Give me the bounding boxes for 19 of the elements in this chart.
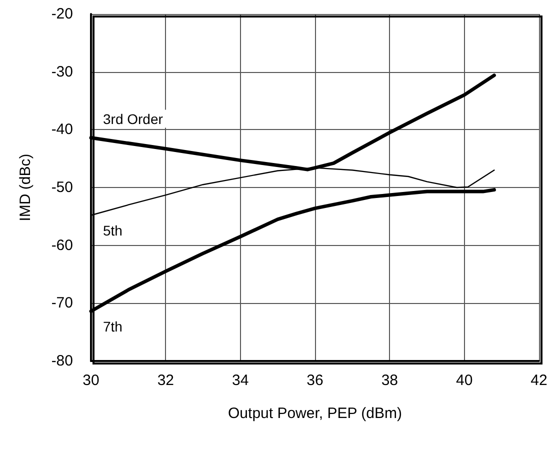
y-tick-label: -50: [51, 179, 73, 196]
series-label: 7th: [103, 318, 122, 334]
x-tick-label: 34: [232, 372, 249, 389]
y-tick-label: -20: [51, 6, 73, 22]
y-tick-label: -40: [51, 121, 73, 138]
y-tick-label: -80: [51, 352, 73, 370]
x-axis-title: Output Power, PEP (dBm): [228, 405, 402, 422]
series-label: 5th: [103, 222, 122, 238]
y-axis-title: IMD (dBc): [17, 154, 34, 222]
y-tick-label: -60: [51, 236, 73, 254]
x-tick-label: 32: [157, 372, 174, 389]
series-label: 3rd Order: [103, 110, 164, 127]
x-tick-label: 38: [381, 372, 398, 389]
x-tick-label: 40: [456, 372, 473, 389]
x-tick-label: 36: [306, 372, 324, 389]
x-tick-label: 30: [82, 372, 100, 389]
x-tick-label: 42: [530, 372, 548, 389]
y-tick-label: -70: [51, 294, 73, 312]
y-tick-label: -30: [51, 63, 73, 80]
